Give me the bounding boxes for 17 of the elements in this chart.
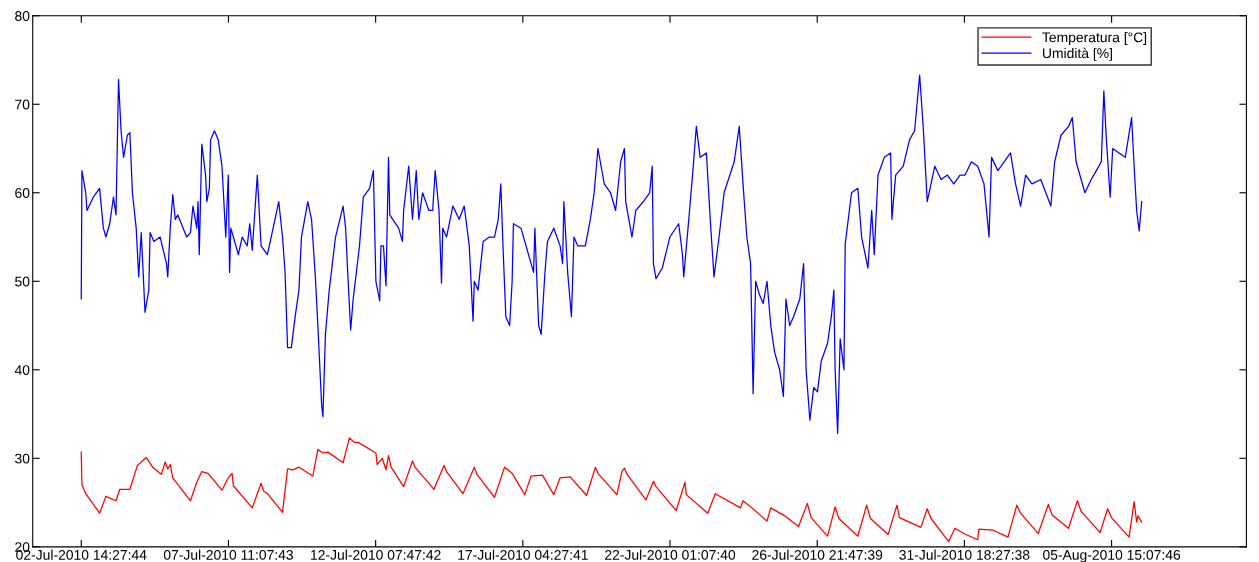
y-tick-label: 60 (15, 188, 30, 198)
legend-label: Umidità [%] (1043, 47, 1112, 61)
legend-label: Temperatura [°C] (1042, 32, 1147, 45)
x-tick-label: 31-Jul-2010 18:27:38 (899, 549, 1030, 560)
x-tick-label: 12-Jul-2010 07:47:42 (311, 549, 441, 560)
y-tick-label: 80 (15, 11, 30, 21)
x-tick-label: 05-Aug-2010 15:07:46 (1043, 549, 1181, 562)
y-tick-label: 40 (14, 365, 30, 375)
x-tick-label: 26-Jul-2010 21:47:39 (752, 549, 883, 560)
y-tick-label: 50 (15, 276, 30, 287)
line-series (80, 437, 1143, 543)
line-series (80, 74, 1143, 435)
x-tick-label: 17-Jul-2010 04:27:41 (458, 549, 588, 560)
y-tick-label: 70 (15, 99, 30, 110)
x-tick-label: 22-Jul-2010 01:07:40 (605, 549, 736, 560)
x-tick-label: 07-Jul-2010 11:07:43 (163, 549, 293, 560)
y-tick-label: 30 (15, 453, 30, 464)
